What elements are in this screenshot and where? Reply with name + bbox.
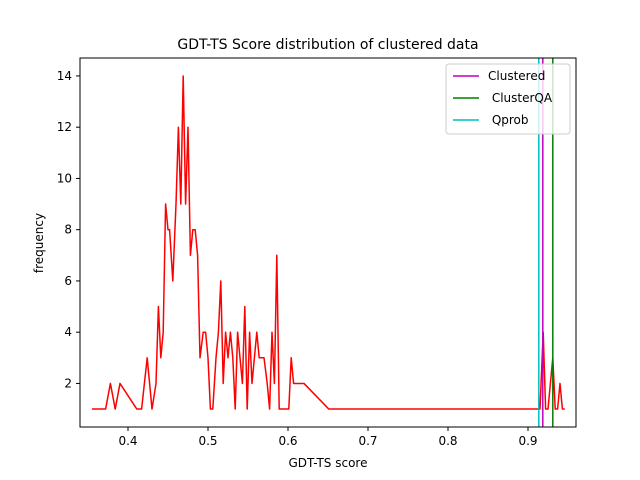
- series-line-0: [92, 75, 565, 410]
- y-axis: 2 4 6 8 10 12 14: [57, 69, 80, 390]
- y-axis-label: frequency: [32, 213, 46, 273]
- x-tick-label: 0.4: [118, 434, 137, 448]
- x-tick-label: 0.7: [358, 434, 377, 448]
- legend-label: Qprob: [488, 113, 529, 127]
- legend-label: Clustered: [488, 69, 545, 83]
- legend: Clustered ClusterQA Qprob: [445, 63, 571, 135]
- x-axis: 0.4 0.5 0.6 0.7 0.8 0.9: [118, 427, 538, 448]
- x-tick-label: 0.5: [198, 434, 217, 448]
- plot-frame: [79, 57, 577, 428]
- y-tick-label: 4: [64, 325, 72, 339]
- y-tick-label: 2: [64, 376, 72, 390]
- y-tick-label: 14: [57, 69, 72, 83]
- y-tick-label: 6: [64, 274, 72, 288]
- chart-title: GDT-TS Score distribution of clustered d…: [177, 37, 478, 53]
- y-tick-label: 8: [64, 223, 72, 237]
- y-tick-label: 10: [57, 171, 72, 185]
- y-tick-label: 12: [57, 120, 72, 134]
- legend-box: [445, 63, 571, 135]
- x-tick-label: 0.6: [278, 434, 297, 448]
- x-tick-label: 0.9: [518, 434, 537, 448]
- x-tick-label: 0.8: [438, 434, 457, 448]
- legend-label: ClusterQA: [488, 91, 553, 105]
- x-axis-label: GDT-TS score: [288, 456, 367, 470]
